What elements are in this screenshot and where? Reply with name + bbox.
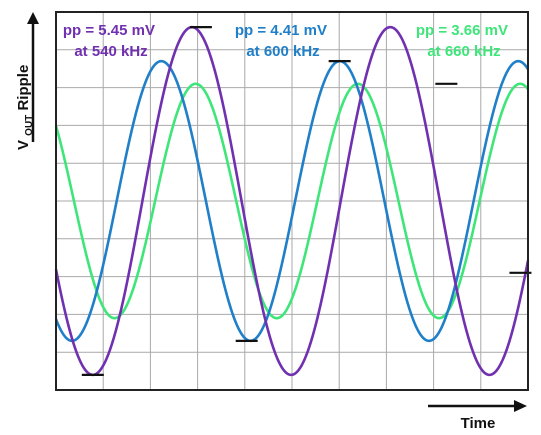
y-axis-label-rest: Ripple bbox=[15, 65, 32, 111]
y-axis-label-subscript: OUT bbox=[24, 115, 35, 136]
annotation-540khz-line2: at 540 kHz bbox=[74, 43, 147, 60]
annotation-660khz-line2: at 660 kHz bbox=[427, 43, 500, 60]
grid bbox=[56, 12, 528, 390]
annotation-600khz-line1: pp = 4.41 mV bbox=[235, 22, 327, 39]
x-axis-label: Time bbox=[461, 415, 496, 432]
annotation-540khz-line1: pp = 5.45 mV bbox=[63, 22, 155, 39]
plot-frame bbox=[55, 11, 529, 391]
series-lines bbox=[54, 25, 530, 377]
annotation-600khz-line2: at 600 kHz bbox=[246, 43, 319, 60]
annotations: pp = 5.45 mV at 540 kHz pp = 4.41 mV at … bbox=[63, 22, 512, 60]
y-axis-label-main: V bbox=[15, 140, 32, 150]
series-line-540khz bbox=[54, 25, 530, 377]
annotation-600khz: pp = 4.41 mV at 600 kHz bbox=[235, 22, 331, 60]
y-axis-arrow-icon bbox=[27, 12, 39, 142]
x-axis-arrow-icon bbox=[428, 400, 527, 412]
annotation-660khz-line1: pp = 3.66 mV bbox=[416, 22, 508, 39]
annotation-540khz: pp = 5.45 mV at 540 kHz bbox=[63, 22, 159, 60]
peak-marks bbox=[81, 26, 532, 376]
y-axis-label: V OUT Ripple bbox=[15, 65, 36, 150]
annotation-660khz: pp = 3.66 mV at 660 kHz bbox=[416, 22, 512, 60]
y-axis-label-group: V OUT Ripple bbox=[15, 65, 36, 150]
series-line-600khz bbox=[54, 59, 530, 343]
